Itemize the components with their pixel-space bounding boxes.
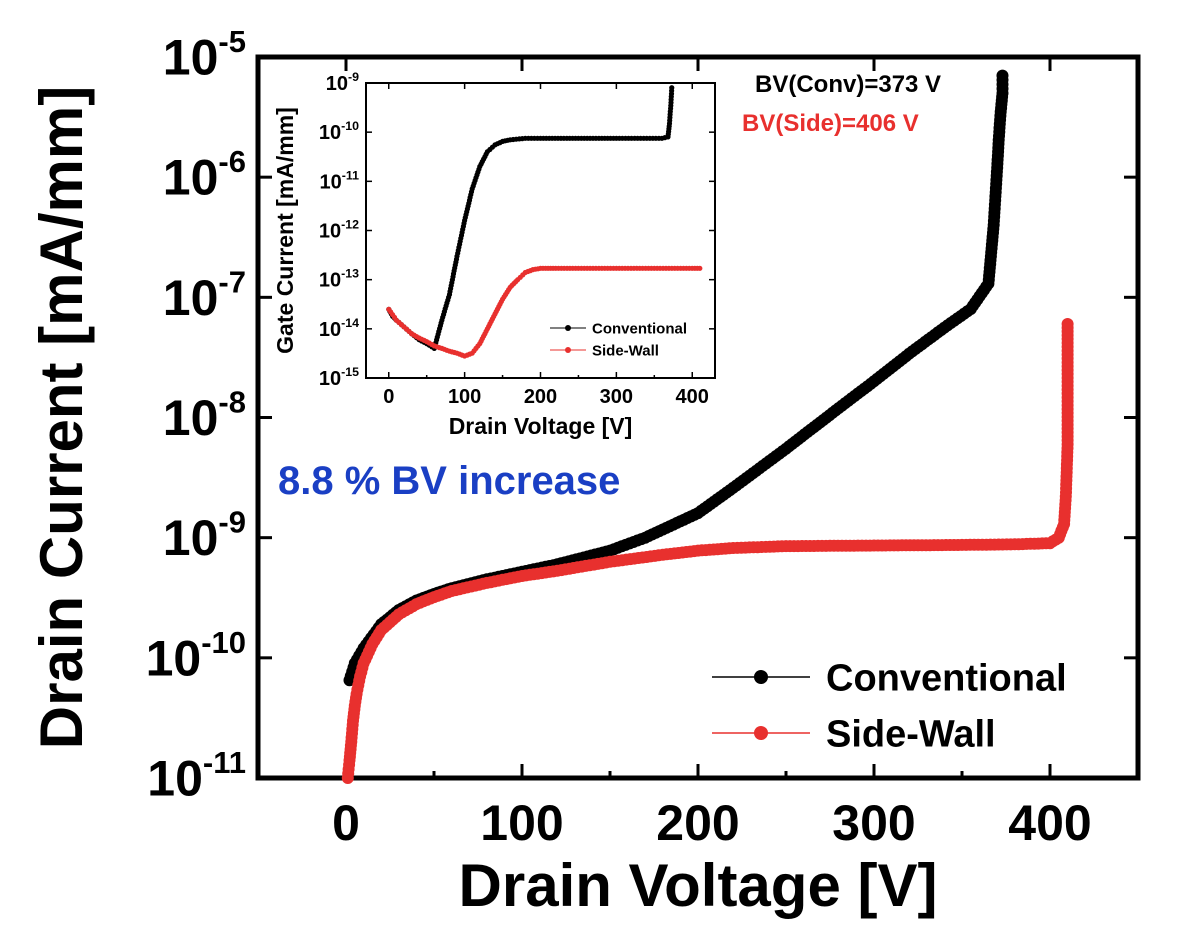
inset-y-tick-label: 10-13 [319, 267, 359, 292]
inset-y-tick-label: 10-14 [319, 316, 359, 341]
inset-y-tick-label: 10-9 [326, 70, 359, 95]
inset-x-axis-title: Drain Voltage [V] [449, 413, 633, 439]
main-legend-marker [754, 670, 768, 684]
inset-legend: Conventional Side-Wall [550, 320, 687, 359]
inset-plot: 0 100 200 300 400 10-15 10-14 10-13 10-12 10-11 10… [272, 70, 716, 439]
inset-series-conventional [386, 85, 675, 351]
main-y-tick-label: 10-5 [163, 24, 246, 86]
main-legend-label: Side-Wall [826, 713, 996, 755]
main-legend-item: Side-Wall [712, 713, 996, 755]
main-legend-item: Conventional [712, 657, 1067, 699]
main-legend: Conventional Side-Wall [712, 657, 1067, 755]
main-y-tick-label: 10-10 [146, 625, 246, 687]
main-y-tick-label: 10-9 [163, 505, 246, 567]
inset-legend-item: Conventional [550, 320, 687, 337]
inset-y-axis-title: Gate Current [mA/mm] [272, 107, 298, 354]
inset-series-line [388, 87, 673, 350]
main-legend-marker [754, 726, 768, 740]
inset-x-tick-label: 300 [600, 386, 633, 408]
inset-data-point [697, 265, 703, 271]
inset-x-tick-label: 0 [383, 386, 394, 408]
inset-legend-label: Conventional [592, 320, 687, 337]
main-data-point [996, 69, 1009, 82]
bv-side-annotation: BV(Side)=406 V [742, 110, 919, 137]
main-x-tick-label: 100 [480, 795, 563, 851]
inset-series-side-wall [386, 265, 703, 359]
main-data-point [1061, 317, 1074, 330]
main-plot: 0 100 200 300 400 10-11 10-10 10-9 10-8 10-7 10-6 1… [28, 24, 1141, 919]
main-x-axis-title: Drain Voltage [V] [459, 852, 938, 919]
annotations: BV(Conv)=373 V BV(Side)=406 V 8.8 % BV i… [278, 71, 941, 503]
inset-x-tick-label: 100 [448, 386, 481, 408]
inset-x-tick-label: 200 [524, 386, 557, 408]
main-y-tick-label: 10-7 [163, 264, 246, 326]
main-y-tick-label: 10-6 [163, 144, 246, 206]
inset-legend-item: Side-Wall [550, 342, 659, 359]
inset-y-tick-label: 10-11 [320, 168, 360, 193]
main-legend-label: Conventional [826, 657, 1067, 699]
main-x-tick-label: 400 [1008, 795, 1091, 851]
inset-y-tick-label: 10-10 [319, 119, 359, 144]
inset-y-tick-label: 10-12 [319, 218, 359, 243]
inset-legend-marker [565, 347, 571, 353]
inset-data-point [669, 85, 675, 91]
main-y-tick-label: 10-8 [163, 385, 246, 447]
inset-legend-label: Side-Wall [592, 342, 659, 359]
bv-conv-annotation: BV(Conv)=373 V [755, 71, 941, 98]
main-x-tick-label: 0 [332, 795, 360, 851]
main-y-axis-title: Drain Current [mA/mm] [28, 86, 95, 749]
main-x-tick-label: 200 [656, 795, 739, 851]
bv-increase-annotation: 8.8 % BV increase [278, 459, 620, 503]
main-series-side-wall [341, 317, 1074, 784]
inset-y-tick-label: 10-15 [319, 365, 359, 390]
inset-legend-marker [565, 325, 571, 331]
inset-x-tick-label: 400 [676, 386, 709, 408]
main-x-tick-label: 300 [832, 795, 915, 851]
main-y-tick-label: 10-11 [147, 745, 246, 807]
